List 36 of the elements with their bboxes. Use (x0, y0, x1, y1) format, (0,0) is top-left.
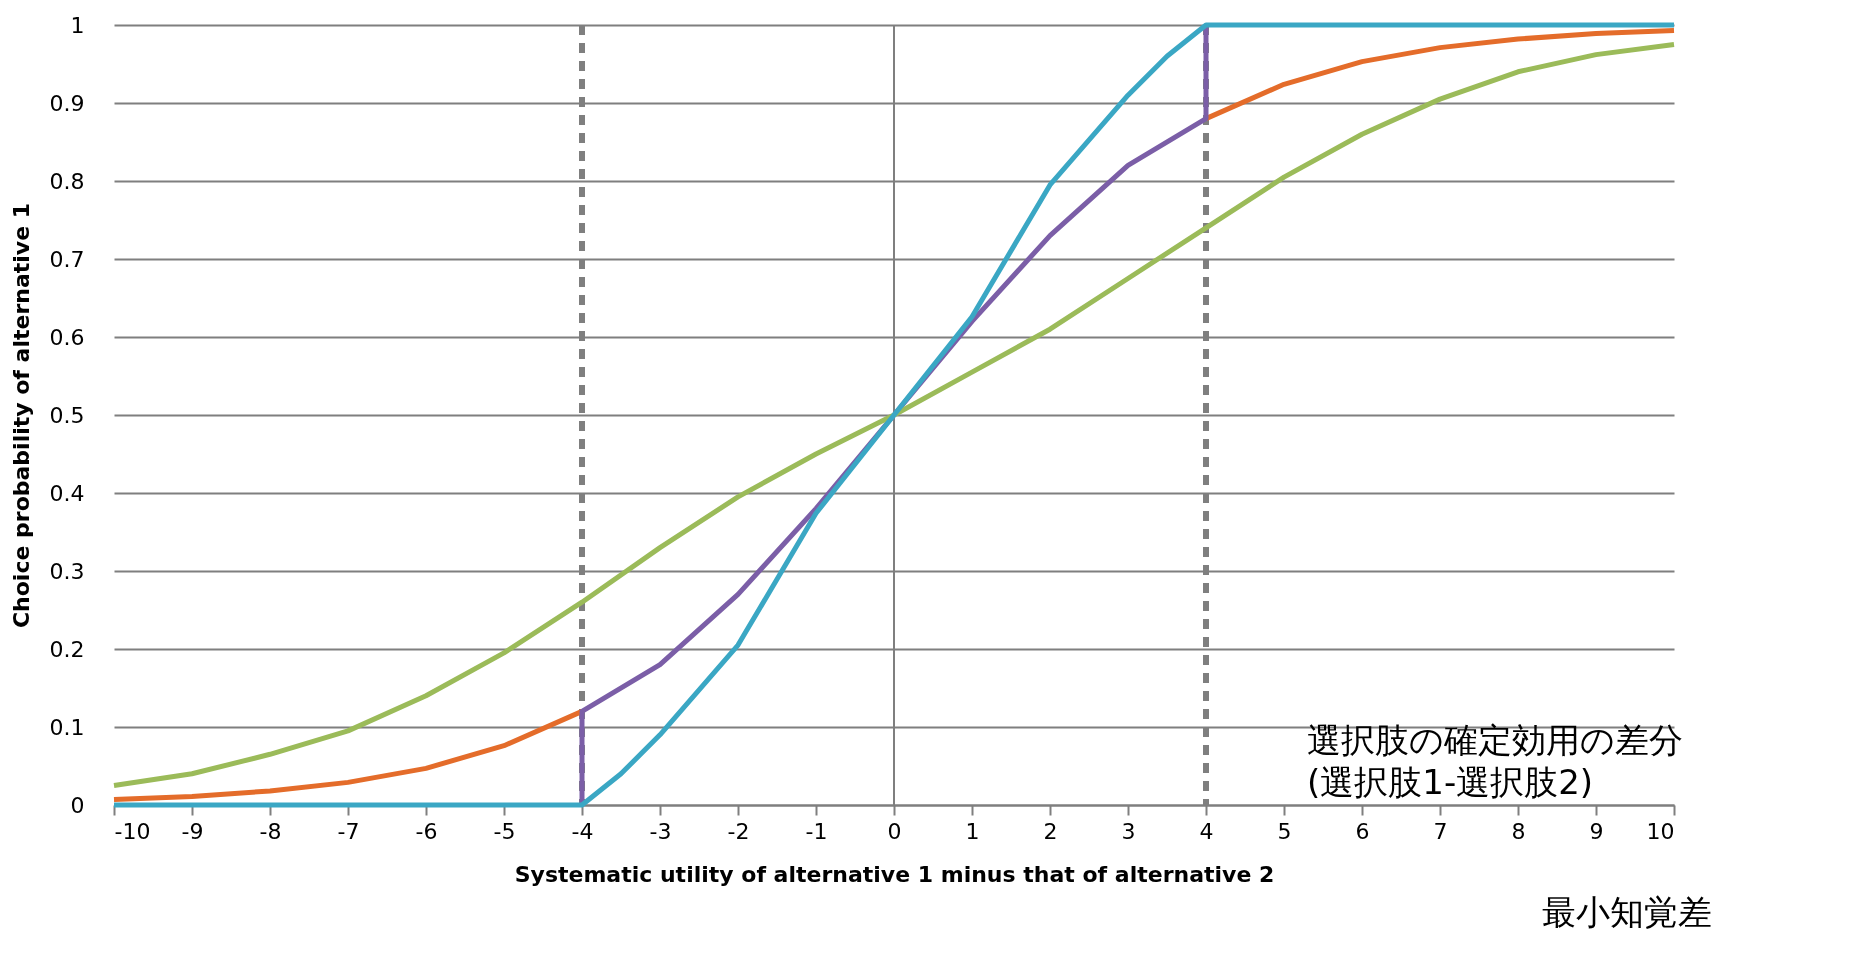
x-tick-label: -4 (571, 818, 594, 844)
x-tick-label: -10 (114, 818, 151, 844)
x-tick-label: 9 (1589, 818, 1604, 844)
x-tick-label: -1 (805, 818, 828, 844)
x-tick-label: 1 (965, 818, 980, 844)
x-tick-label: 3 (1121, 818, 1136, 844)
y-tick-label: 1 (70, 12, 85, 38)
x-tick-label: 4 (1199, 818, 1214, 844)
x-tick-label: -3 (649, 818, 672, 844)
x-tick-label: 5 (1277, 818, 1292, 844)
x-tick-label: 10 (1646, 818, 1675, 844)
x-tick-label: -2 (727, 818, 750, 844)
x-tick-label: -5 (493, 818, 516, 844)
y-tick-label: 0.4 (49, 480, 85, 506)
x-tick-label: 8 (1511, 818, 1526, 844)
x-tick-label: 6 (1355, 818, 1370, 844)
x-tick-label: 2 (1043, 818, 1058, 844)
y-tick-label: 0.1 (49, 714, 85, 740)
y-tick-label: 0.6 (49, 324, 85, 350)
y-tick-label: 0.5 (49, 402, 85, 428)
x-tick-label: -7 (337, 818, 360, 844)
x-axis-title: Systematic utility of alternative 1 minus that of alternative 2 (514, 861, 1275, 887)
x-tick-label: -6 (415, 818, 438, 844)
y-tick-label: 0.2 (49, 636, 85, 662)
y-tick-label: 0.7 (49, 246, 85, 272)
annotation: 選択肢の確定効用の差分 (選択肢1-選択肢2) (1307, 720, 1683, 802)
y-tick-label: 0.3 (49, 558, 85, 584)
text: 最小知覚差 (1542, 892, 1712, 932)
x-tick-label: 0 (887, 818, 902, 844)
y-tick-label: 0 (70, 792, 85, 818)
y-tick-label: 0.8 (49, 168, 85, 194)
x-tick-label: -9 (181, 818, 204, 844)
x-tick-label: -8 (259, 818, 282, 844)
y-tick-label: 0.9 (49, 90, 85, 116)
y-axis-title: Choice probability of alternative 1 (8, 202, 34, 629)
x-tick-label: 7 (1433, 818, 1448, 844)
